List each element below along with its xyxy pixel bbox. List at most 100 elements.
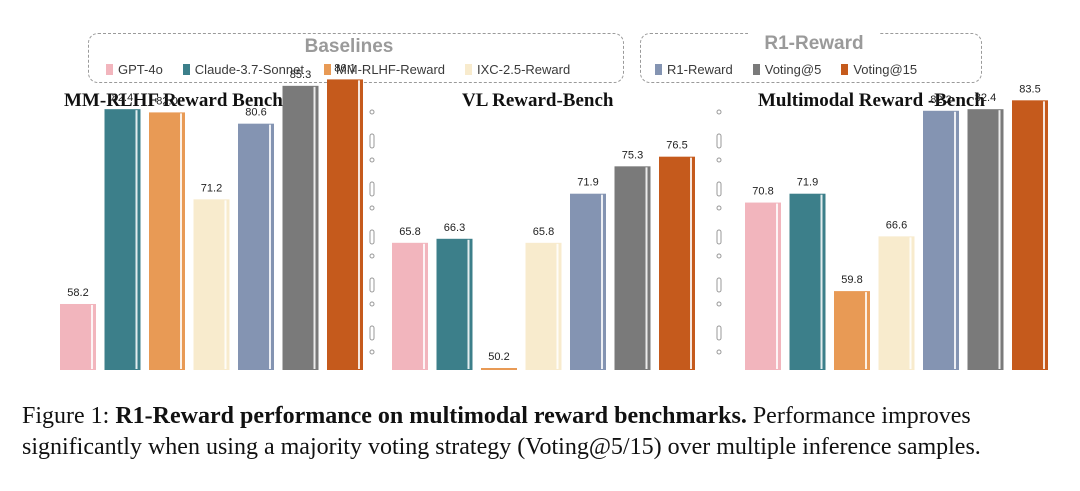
bar-value-label: 82.0 — [156, 95, 177, 107]
bar-value-label: 80.6 — [245, 107, 266, 119]
panel-separators — [369, 109, 722, 355]
caption-rest: Performance improves significantly when … — [22, 403, 981, 460]
bar-highlight — [690, 157, 692, 369]
bar-value-label: 82.2 — [930, 94, 951, 106]
bar-highlight — [998, 110, 1001, 370]
bar-highlight — [820, 194, 823, 369]
legend-label: Voting@15 — [853, 62, 918, 77]
legend-swatch — [106, 64, 113, 75]
bar-highlight — [954, 111, 956, 369]
legend-swatch — [655, 64, 662, 75]
separator-dash — [716, 277, 722, 293]
bar-highlight — [645, 167, 648, 369]
legend-r1-title: R1-Reward — [748, 33, 880, 55]
bar-voting-15 — [659, 156, 695, 370]
legend-item-r1: R1-Reward — [655, 62, 733, 77]
legend-label: R1-Reward — [667, 62, 733, 77]
bar-claude-3-7-sonnet — [436, 238, 473, 370]
legend-item-ixc: IXC-2.5-Reward — [465, 62, 570, 77]
separator-dash — [369, 229, 375, 245]
panel-1-bars: 58.2 82.4 82.0 71.2 80.6 85.3 86.1 — [60, 62, 363, 371]
bar-value-label: 82.4 — [112, 92, 133, 104]
separator-dash — [716, 133, 722, 149]
bar-highlight — [91, 304, 93, 369]
panel-2-bars: 65.8 66.3 50.2 65.8 71.9 75.3 76.5 — [392, 140, 695, 370]
separator-dash — [369, 133, 375, 149]
bar-voting-5 — [967, 109, 1004, 371]
bar-value-label: 86.1 — [334, 62, 355, 74]
legend-swatch — [323, 64, 331, 75]
separator-dash — [369, 253, 375, 259]
separator-dash — [716, 325, 722, 341]
bar-highlight — [556, 243, 559, 369]
bar-value-label: 83.5 — [1019, 83, 1040, 95]
bar-ixc-2-5-reward — [878, 236, 915, 370]
bar-value-label: 71.2 — [201, 182, 222, 194]
separator-dash — [369, 301, 375, 307]
separator-dash — [716, 229, 722, 245]
bar-highlight — [224, 200, 227, 369]
bar-claude-3-7-sonnet — [104, 109, 141, 371]
bar-value-label: 76.5 — [666, 140, 687, 152]
bar-value-label: 85.3 — [290, 69, 311, 81]
bar-voting-15 — [1012, 100, 1048, 370]
legend-item-gpt4o: GPT-4o — [106, 62, 163, 77]
bar-mm-rlhf-reward — [481, 368, 517, 370]
legend-label: IXC-2.5-Reward — [477, 62, 571, 77]
bar-highlight — [909, 237, 912, 369]
separator-2 — [716, 109, 722, 355]
bar-highlight — [865, 292, 867, 369]
panel-3-bars: 70.8 71.9 59.8 66.6 82.2 82.4 83.5 — [745, 83, 1048, 371]
bar-ixc-2-5-reward — [193, 199, 230, 370]
bar-highlight — [1043, 101, 1045, 369]
legend-label: Voting@5 — [764, 62, 822, 77]
bar-highlight — [467, 239, 470, 369]
panel-title-multimodal: Multimodal Reward -Bench — [758, 90, 985, 111]
bar-highlight — [135, 110, 138, 370]
separator-dash — [716, 109, 722, 115]
bar-mm-rlhf-reward — [149, 112, 185, 371]
legend-item-mmrlhf: MM-RLHF-Reward — [323, 62, 445, 77]
bar-value-label: 50.2 — [488, 351, 509, 363]
separator-dash — [369, 349, 375, 355]
bar-highlight — [423, 243, 425, 369]
bar-gpt-4o — [392, 242, 428, 370]
bar-voting-5 — [614, 166, 651, 370]
bar-highlight — [601, 194, 603, 369]
bar-voting-5 — [282, 85, 319, 371]
bar-highlight — [776, 203, 778, 369]
separator-dash — [369, 277, 375, 293]
separator-dash — [369, 205, 375, 211]
separator-dash — [369, 109, 375, 115]
legend-swatch — [841, 64, 849, 75]
bar-value-label: 75.3 — [622, 149, 643, 161]
bar-highlight — [358, 80, 360, 370]
legend-swatch — [465, 64, 472, 75]
legend-swatch — [752, 64, 760, 75]
legend-item-claude: Claude-3.7-Sonnet — [182, 62, 304, 77]
bar-mm-rlhf-reward — [834, 291, 870, 370]
separator-dash — [716, 157, 722, 163]
bar-r1-reward — [570, 193, 606, 370]
bar-claude-3-7-sonnet — [789, 193, 826, 370]
bar-gpt-4o — [60, 303, 96, 370]
separator-dash — [716, 349, 722, 355]
bar-highlight — [269, 124, 271, 369]
bar-gpt-4o — [745, 202, 781, 370]
legend-swatch — [182, 64, 190, 75]
bar-value-label: 71.9 — [797, 177, 818, 189]
bar-r1-reward — [923, 110, 959, 370]
separator-dash — [716, 301, 722, 307]
bar-value-label: 71.9 — [577, 177, 598, 189]
legend-baselines-title: Baselines — [290, 36, 408, 58]
separator-dash — [716, 253, 722, 259]
bar-r1-reward — [238, 123, 274, 370]
separator-dash — [369, 157, 375, 163]
panel-title-vlreward: VL Reward-Bench — [462, 90, 614, 111]
legend-item-voting15: Voting@15 — [841, 62, 917, 77]
separator-dash — [716, 205, 722, 211]
bar-value-label: 58.2 — [67, 287, 88, 299]
legend-label: GPT-4o — [118, 62, 163, 77]
bar-value-label: 65.8 — [399, 226, 420, 238]
legend-baselines-items: GPT-4o Claude-3.7-Sonnet MM-RLHF-Reward … — [106, 62, 570, 77]
